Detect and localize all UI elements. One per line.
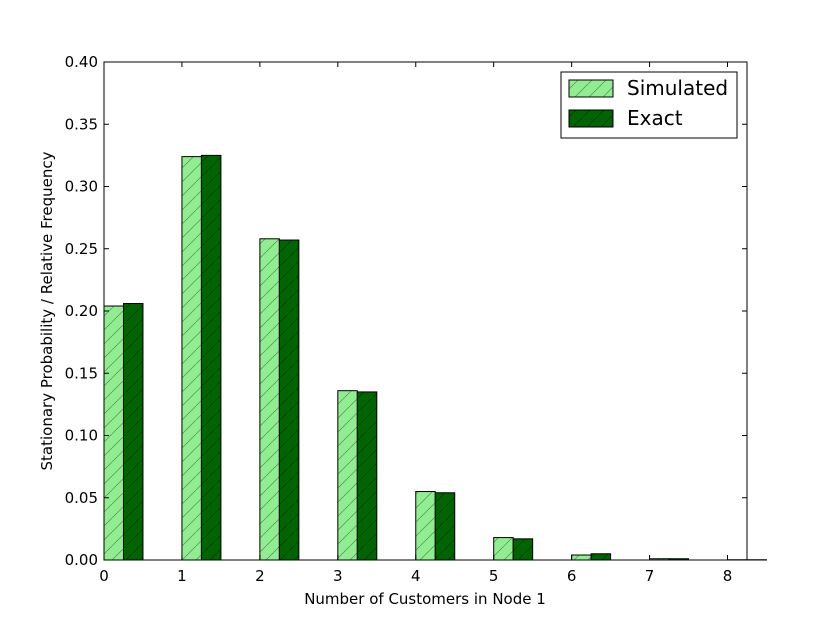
y-tick-label: 0.10 xyxy=(65,427,98,445)
legend-swatch-outline xyxy=(568,109,614,128)
legend-entry-simulated: Simulated xyxy=(568,76,728,100)
x-tick-label: 4 xyxy=(411,567,421,585)
bar-exact-5 xyxy=(512,538,534,561)
bar-simulated-1 xyxy=(181,156,202,561)
bars-group xyxy=(103,154,767,561)
x-tick-label: 5 xyxy=(489,567,499,585)
bar-exact-6 xyxy=(590,553,612,561)
y-axis-label: Stationary Probability / Relative Freque… xyxy=(38,151,56,470)
legend-entry-exact: Exact xyxy=(568,106,683,130)
x-tick-label: 0 xyxy=(99,567,109,585)
x-tick-label: 2 xyxy=(255,567,265,585)
y-tick-label: 0.15 xyxy=(65,364,98,382)
y-tick-label: 0.05 xyxy=(65,489,98,507)
bar-exact-3 xyxy=(356,391,378,561)
legend: Simulated Exact xyxy=(560,71,738,139)
x-tick-label: 1 xyxy=(177,567,187,585)
y-tick-label: 0.00 xyxy=(65,551,98,569)
x-tick-label: 6 xyxy=(567,567,577,585)
bar-exact-4 xyxy=(434,492,456,561)
bar-exact-2 xyxy=(278,239,300,561)
y-tick-label: 0.30 xyxy=(65,178,98,196)
x-axis-label: Number of Customers in Node 1 xyxy=(304,590,546,608)
bar-simulated-5 xyxy=(493,537,514,561)
bar-exact-1 xyxy=(200,154,222,561)
bar-simulated-3 xyxy=(337,390,358,561)
bar-simulated-0 xyxy=(103,305,124,561)
x-tick-label: 8 xyxy=(723,567,733,585)
y-tick-label: 0.35 xyxy=(65,115,98,133)
legend-swatch-outline xyxy=(568,79,614,98)
bar-simulated-6 xyxy=(571,554,592,561)
y-tick-label: 0.25 xyxy=(65,240,98,258)
x-tick-label: 3 xyxy=(333,567,343,585)
axes-group: 0 1 2 3 4 5 6 7 8 0.00 0.05 0.10 0.15 0.20 0.25 0.30 0.3… xyxy=(65,53,748,585)
legend-label: Exact xyxy=(627,106,683,130)
x-tick-label: 7 xyxy=(645,567,655,585)
y-tick-label: 0.20 xyxy=(65,302,98,320)
bar-exact-0 xyxy=(122,303,144,561)
legend-label: Simulated xyxy=(627,76,728,100)
bar-simulated-2 xyxy=(259,238,280,561)
y-tick-label: 0.40 xyxy=(65,53,98,71)
bar-simulated-4 xyxy=(415,491,436,561)
